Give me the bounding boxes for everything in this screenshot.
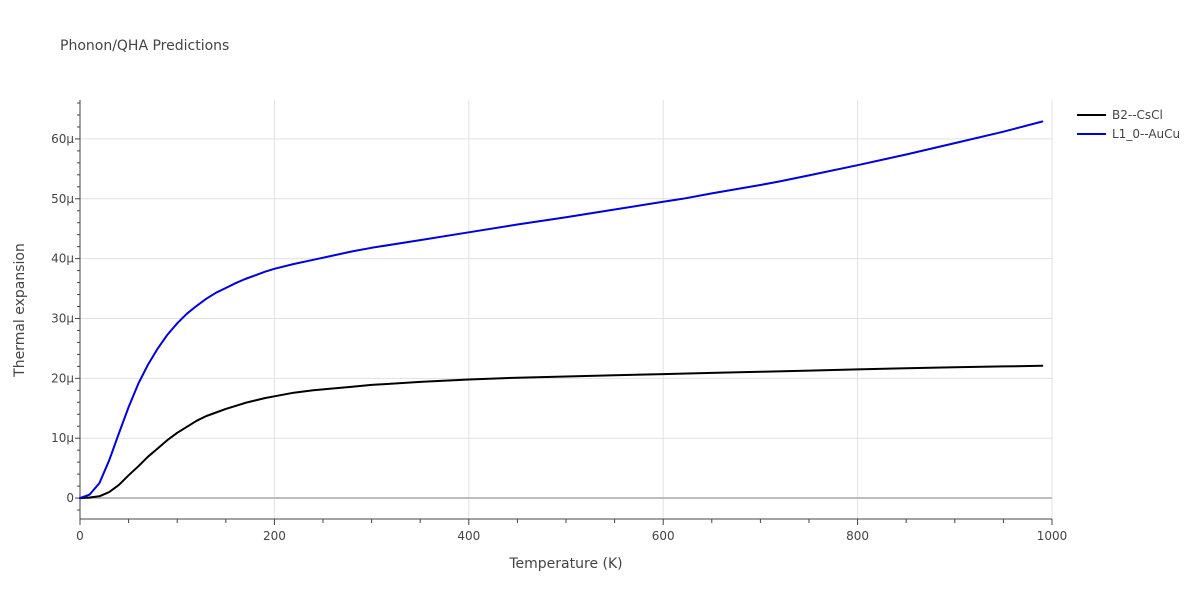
y-tick-label: 50μ [51,192,74,206]
y-axis-title: Thermal expansion [12,243,28,378]
series-line-1 [79,120,1044,500]
tick-labels: 0 200 400 600 800 1000 0 10μ 20μ 30μ 40μ 50μ 60μ [51,132,1067,543]
x-tick-label: 200 [263,529,286,543]
x-tick-label: 400 [457,529,480,543]
legend-label: B2--CsCl [1112,108,1163,122]
y-tick-label: 60μ [51,132,74,146]
legend: B2--CsCl L1_0--AuCu [1077,108,1180,141]
x-tick-label: 1000 [1037,529,1068,543]
chart-title: Phonon/QHA Predictions [60,38,229,54]
y-tick-label: 0 [66,491,74,505]
y-tick-label: 20μ [51,371,74,385]
x-axis-title: Temperature (K) [508,556,622,572]
x-tick-label: 600 [652,529,675,543]
y-tick-label: 40μ [51,252,74,266]
grid [80,100,1053,519]
legend-label: L1_0--AuCu [1112,127,1180,141]
series-line-0 [79,364,1044,500]
y-tick-label: 10μ [51,431,74,445]
series [79,120,1044,500]
axes [79,100,1052,520]
x-tick-label: 800 [846,529,869,543]
y-tick-label: 30μ [51,311,74,325]
x-tick-label: 0 [76,529,84,543]
